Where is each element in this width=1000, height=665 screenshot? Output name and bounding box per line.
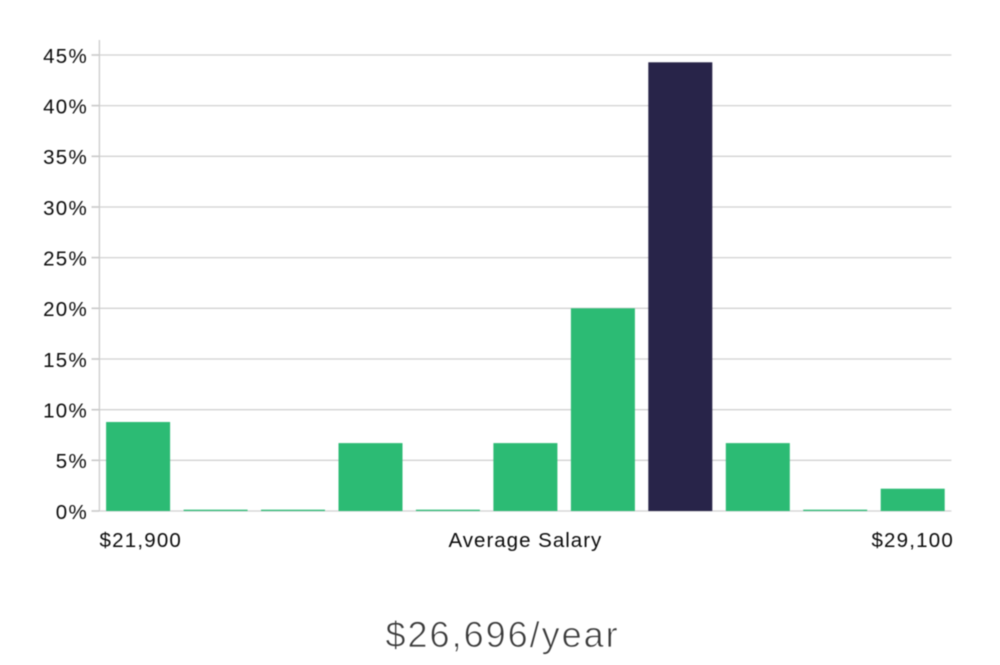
svg-text:40%: 40%	[43, 95, 88, 118]
svg-text:$21,900: $21,900	[100, 529, 183, 552]
svg-text:Average Salary: Average Salary	[449, 529, 603, 552]
svg-text:0%: 0%	[56, 501, 88, 524]
svg-text:$26,696/year: $26,696/year	[386, 614, 620, 655]
svg-text:35%: 35%	[43, 146, 88, 169]
svg-text:20%: 20%	[43, 298, 88, 321]
svg-text:25%: 25%	[43, 247, 88, 270]
svg-text:5%: 5%	[56, 450, 88, 473]
svg-text:45%: 45%	[43, 45, 88, 68]
svg-text:30%: 30%	[43, 197, 88, 220]
svg-text:15%: 15%	[43, 349, 88, 372]
svg-text:$29,100: $29,100	[871, 529, 954, 552]
svg-text:10%: 10%	[43, 400, 88, 423]
